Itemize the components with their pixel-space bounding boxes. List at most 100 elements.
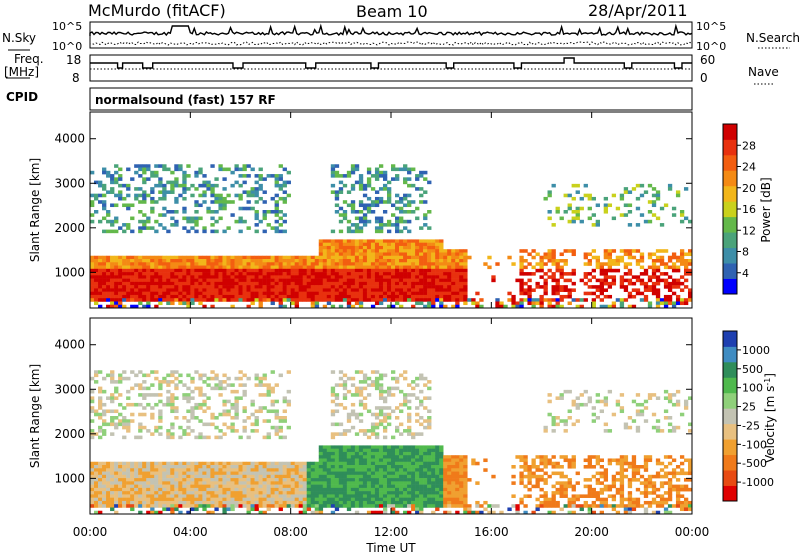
velocity-cell — [370, 465, 376, 469]
velocity-cell — [551, 491, 556, 495]
power-cell — [226, 294, 231, 299]
velocity-cell — [214, 484, 219, 489]
velocity-cell — [358, 455, 364, 459]
velocity-cell — [182, 500, 187, 505]
velocity-cell — [515, 510, 520, 515]
power-cell — [214, 200, 219, 204]
velocity-cell — [366, 409, 372, 414]
freq-label-1: Freq. — [14, 52, 44, 66]
power-cell — [194, 285, 199, 289]
power-cell — [214, 259, 219, 263]
velocity-cell — [298, 465, 303, 469]
velocity-cell — [194, 370, 199, 374]
velocity-cell — [226, 487, 231, 492]
velocity-cell — [499, 510, 504, 515]
velocity-cell — [242, 474, 247, 479]
power-cell — [403, 249, 408, 253]
velocity-cell — [286, 370, 291, 374]
velocity-cell — [391, 468, 396, 472]
power-cell — [114, 170, 119, 175]
power-cell — [595, 203, 600, 208]
power-cell — [230, 285, 235, 289]
velocity-cell — [407, 429, 412, 433]
velocity-cell — [234, 481, 239, 485]
velocity-cell — [282, 416, 287, 420]
power-cell — [575, 183, 580, 188]
velocity-cell — [298, 487, 303, 492]
power-cell — [411, 242, 416, 247]
power-cell — [559, 304, 564, 309]
velocity-cell — [122, 468, 127, 472]
power-cell — [154, 275, 159, 279]
power-cell — [94, 268, 99, 273]
velocity-cell — [358, 386, 364, 391]
power-cell — [126, 285, 131, 289]
velocity-cell — [190, 465, 195, 469]
velocity-cell — [242, 484, 247, 489]
date-label: 28/Apr/2011 — [588, 1, 688, 20]
velocity-cell — [403, 461, 408, 466]
velocity-cell — [326, 494, 332, 498]
velocity-cell — [391, 471, 396, 476]
power-cell — [194, 187, 199, 191]
velocity-cell — [242, 425, 247, 430]
power-cell — [318, 249, 324, 253]
velocity-cell — [234, 504, 239, 508]
velocity-cell — [242, 491, 247, 495]
velocity-cell — [382, 487, 388, 492]
power-cell — [306, 298, 312, 302]
power-cell — [647, 304, 653, 309]
velocity-cell — [118, 474, 123, 479]
power-cell — [391, 288, 396, 292]
velocity-cell — [419, 504, 424, 508]
power-cell — [551, 255, 556, 260]
power-cell — [395, 252, 400, 257]
power-cell — [306, 262, 312, 266]
power-cell — [310, 268, 316, 273]
velocity-cell — [146, 484, 151, 489]
power-cell — [234, 288, 239, 292]
power-cell — [451, 268, 456, 273]
power-cell — [342, 210, 348, 214]
velocity-cell — [146, 494, 151, 498]
power-cell — [591, 223, 596, 227]
power-cell — [370, 200, 376, 204]
power-cell — [531, 304, 536, 309]
velocity-cell — [435, 465, 440, 469]
velocity-cell — [230, 484, 235, 489]
velocity-cell — [162, 484, 167, 489]
power-cell — [551, 223, 556, 227]
power-cell — [395, 174, 400, 178]
power-cell — [234, 262, 239, 266]
power-cell — [619, 213, 625, 217]
velocity-cell — [443, 497, 448, 502]
velocity-cell — [399, 468, 404, 472]
power-cell — [366, 275, 372, 279]
velocity-cell — [174, 465, 179, 469]
velocity-cell — [150, 494, 155, 498]
power-cell — [575, 213, 580, 217]
velocity-cell — [150, 412, 155, 417]
velocity-cell — [166, 481, 171, 485]
power-cell — [399, 210, 404, 214]
velocity-cell — [278, 461, 283, 466]
power-cell — [298, 278, 303, 283]
power-cell — [206, 294, 211, 299]
velocity-cell — [527, 474, 532, 479]
velocity-cell — [334, 409, 340, 414]
power-cell — [194, 174, 199, 178]
power-cell — [358, 262, 364, 266]
power-cell — [182, 210, 187, 214]
velocity-cell — [338, 458, 344, 463]
velocity-cell — [318, 481, 324, 485]
velocity-cell — [539, 494, 544, 498]
power-cell — [198, 294, 203, 299]
velocity-cell — [403, 481, 408, 485]
power-cell — [374, 268, 380, 273]
power-cell — [543, 298, 548, 302]
power-cell — [655, 216, 661, 221]
velocity-cell — [555, 504, 560, 508]
power-cell — [226, 262, 231, 266]
power-cell — [423, 213, 428, 217]
power-cell — [174, 275, 179, 279]
